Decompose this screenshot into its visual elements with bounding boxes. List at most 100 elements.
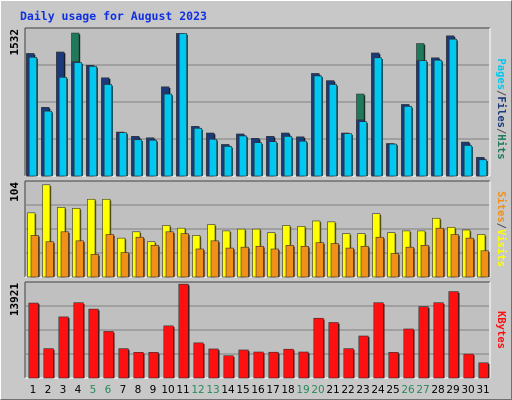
legend-pages: Pages	[495, 58, 507, 90]
hits-pages-bar	[28, 57, 38, 177]
hits-pages-bar	[253, 142, 262, 177]
x-tick-label: 27	[416, 384, 429, 396]
hits-pages-bar	[58, 77, 68, 177]
kbytes-kbytes-bar	[283, 348, 294, 379]
visits-sites-bar	[450, 234, 459, 278]
visits-sites-bar	[120, 252, 129, 278]
x-tick-label: 21	[326, 384, 339, 396]
hits-pages-bar	[388, 143, 398, 177]
legend-visits: Visits	[495, 229, 507, 267]
visits-sites-bar	[405, 246, 414, 278]
legend-separator: /	[495, 128, 507, 134]
visits-sites-bar	[150, 245, 159, 278]
hits-pages-bar	[193, 128, 202, 177]
hits-pages-bar	[448, 38, 458, 177]
kbytes-kbytes-bar	[358, 335, 369, 379]
kbytes-kbytes-bar	[73, 302, 84, 379]
visits-sites-bar	[300, 245, 309, 278]
legend-separator: /	[495, 223, 507, 229]
hits-pages-bar	[433, 59, 443, 177]
x-tick-label: 2	[45, 384, 52, 396]
visits-sites-bar	[465, 237, 474, 278]
x-tick-label: 23	[356, 384, 369, 396]
kbytes-kbytes-bar	[163, 325, 174, 379]
visits-sites-bar	[105, 234, 114, 278]
kbytes-kbytes-bar	[118, 348, 129, 379]
visits-sites-bar	[195, 248, 204, 278]
x-tick-label: 24	[371, 384, 385, 396]
visits-sites-bar	[180, 233, 189, 278]
hits-pages-bar	[283, 136, 293, 177]
kbytes-kbytes-bar	[193, 342, 204, 379]
kbytes-kbytes-bar	[433, 302, 444, 379]
visits-sites-bar	[330, 243, 339, 278]
visits-sites-bar	[315, 242, 324, 278]
kbytes-kbytes-bar	[238, 349, 249, 379]
hits-pages-bar	[238, 135, 247, 177]
x-tick-label: 28	[431, 384, 444, 396]
visits-sites-bar	[255, 245, 264, 278]
hits-pages-bar	[418, 60, 428, 177]
hits-legend-label: Pages/Files/Hits	[495, 58, 507, 159]
visits-sites-bar	[165, 231, 174, 278]
hits-pages-bar	[373, 57, 383, 177]
kbytes-kbytes-bar	[223, 355, 234, 379]
x-tick-label: 4	[75, 384, 82, 396]
visits-sites-bar	[360, 245, 369, 278]
legend-sites: Sites	[495, 191, 507, 223]
hits-pages-bar	[88, 66, 97, 177]
hits-pages-bar	[478, 159, 488, 177]
kbytes-kbytes-bar	[403, 328, 414, 379]
x-tick-label: 22	[341, 384, 354, 396]
hits-pages-bar	[148, 139, 157, 177]
hits-pages-bar	[313, 75, 323, 177]
x-tick-label: 31	[476, 384, 489, 396]
kbytes-kbytes-bar	[478, 362, 489, 379]
kbytes-kbytes-bar	[343, 348, 354, 379]
x-tick-label: 10	[161, 384, 174, 396]
visits-legend-label: Sites/Visits	[495, 191, 507, 267]
kbytes-kbytes-bar	[298, 351, 309, 379]
kbytes-kbytes-bar	[328, 322, 339, 379]
x-tick-label: 12	[191, 384, 204, 396]
hits-pages-bar	[118, 132, 127, 177]
kbytes-kbytes-bar	[373, 302, 384, 379]
hits-pages-bar	[268, 141, 278, 177]
x-tick-label: 15	[236, 384, 249, 396]
x-tick-label: 3	[60, 384, 67, 396]
hits-pages-bar	[73, 62, 82, 177]
x-tick-label: 16	[251, 384, 265, 396]
visits-sites-bar	[135, 236, 144, 278]
x-tick-label: 9	[150, 384, 157, 396]
visits-sites-bar	[270, 248, 279, 278]
hits-pages-bar	[103, 84, 112, 177]
visits-sites-bar	[30, 235, 39, 278]
kbytes-max-label: 13921	[8, 283, 21, 316]
x-tick-label: 6	[105, 384, 112, 396]
x-tick-label: 30	[461, 384, 474, 396]
hits-pages-bar	[163, 93, 172, 177]
x-tick-label: 8	[135, 384, 142, 396]
hits-max-label: 1532	[8, 29, 21, 56]
hits-pages-bar	[358, 121, 368, 177]
kbytes-legend-label: KBytes	[495, 311, 507, 349]
kbytes-kbytes-bar	[133, 352, 144, 379]
hits-pages-bar	[178, 33, 187, 177]
x-tick-label: 7	[120, 384, 127, 396]
visits-sites-bar	[480, 250, 489, 278]
visits-sites-bar	[210, 240, 219, 278]
kbytes-kbytes-bar	[253, 351, 264, 379]
visits-sites-bar	[390, 253, 399, 278]
x-tick-label: 18	[281, 384, 294, 396]
visits-sites-bar	[375, 236, 384, 278]
hits-pages-bar	[328, 84, 338, 177]
chart-title: Daily usage for August 2023	[20, 9, 207, 23]
x-tick-label: 19	[296, 384, 309, 396]
hits-pages-bar	[343, 133, 353, 177]
kbytes-kbytes-bar	[268, 351, 279, 379]
kbytes-kbytes-bar	[418, 306, 429, 379]
x-tick-label: 20	[311, 384, 324, 396]
hits-pages-bar	[298, 140, 308, 177]
x-tick-label: 14	[221, 384, 235, 396]
